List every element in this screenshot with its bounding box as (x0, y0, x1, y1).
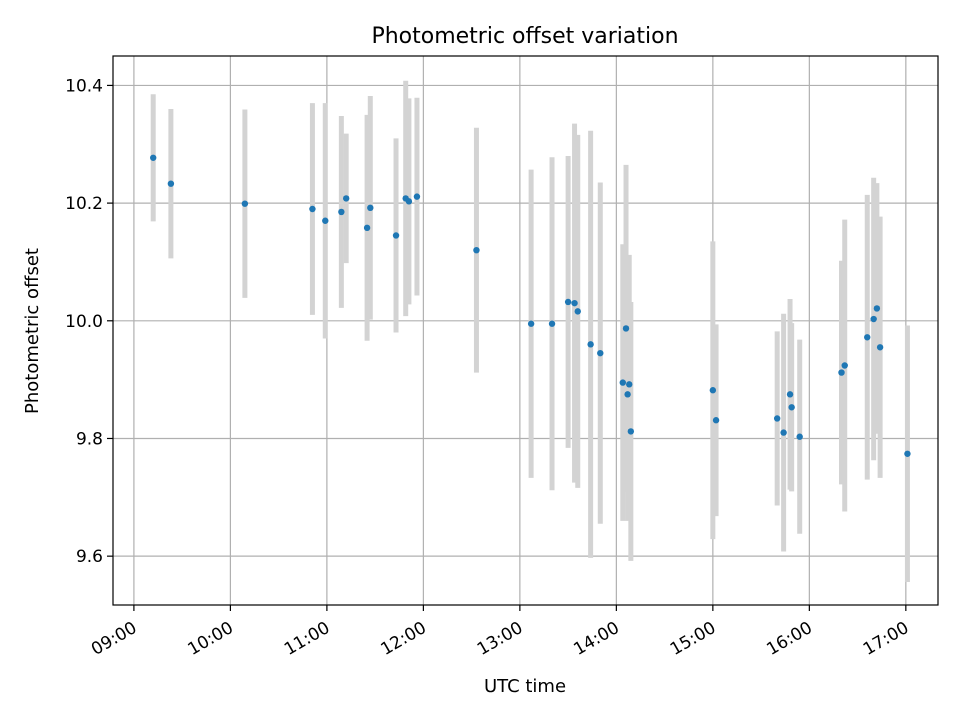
data-point (150, 154, 157, 161)
data-point (587, 341, 594, 348)
data-point (597, 349, 604, 357)
data-point (571, 299, 578, 307)
y-tick-label: 10.4 (65, 76, 103, 96)
data-point (709, 387, 717, 394)
data-point (167, 180, 175, 187)
data-point (796, 433, 803, 440)
data-point (363, 224, 371, 232)
data-point (838, 369, 845, 376)
data-point (405, 198, 413, 205)
data-point (870, 315, 877, 323)
data-point (627, 428, 635, 435)
data-point (342, 195, 350, 202)
data-point (712, 417, 720, 424)
plot-frame (112, 55, 939, 606)
data-point (392, 232, 400, 239)
y-axis: 9.6 9.8 10.0 10.2 10.4 (65, 76, 113, 567)
y-tick-label: 10.2 (65, 194, 103, 214)
data-point (473, 246, 480, 254)
data-point (864, 334, 871, 341)
data-point (626, 381, 633, 388)
grid (113, 56, 938, 605)
data-point (574, 308, 581, 315)
data-point (548, 320, 556, 327)
y-axis-label: Photometric offset (22, 248, 43, 414)
data-point (322, 217, 329, 224)
data-point (619, 379, 626, 386)
data-point (338, 208, 345, 216)
data-point (873, 305, 881, 312)
x-axis-label: UTC time (484, 676, 566, 697)
data-point (876, 344, 884, 351)
data-point (564, 298, 572, 306)
data-point (773, 415, 781, 422)
data-point (904, 450, 911, 457)
data-point (527, 320, 535, 327)
data-point (622, 325, 630, 332)
data-point (413, 193, 421, 200)
data-point (841, 362, 848, 369)
data-point (241, 200, 249, 207)
data-point (309, 205, 316, 213)
data-points (150, 154, 911, 457)
data-point (788, 404, 795, 411)
y-tick-label: 9.6 (76, 547, 103, 567)
y-tick-label: 9.8 (76, 429, 103, 449)
chart-title: Photometric offset variation (371, 24, 678, 49)
y-tick-label: 10.0 (65, 312, 103, 332)
data-point (624, 391, 631, 398)
data-point (780, 429, 787, 436)
data-point (367, 204, 374, 212)
data-point (786, 391, 794, 398)
